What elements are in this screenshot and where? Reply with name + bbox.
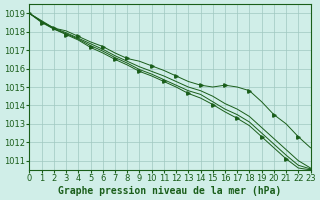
- X-axis label: Graphe pression niveau de la mer (hPa): Graphe pression niveau de la mer (hPa): [58, 186, 282, 196]
